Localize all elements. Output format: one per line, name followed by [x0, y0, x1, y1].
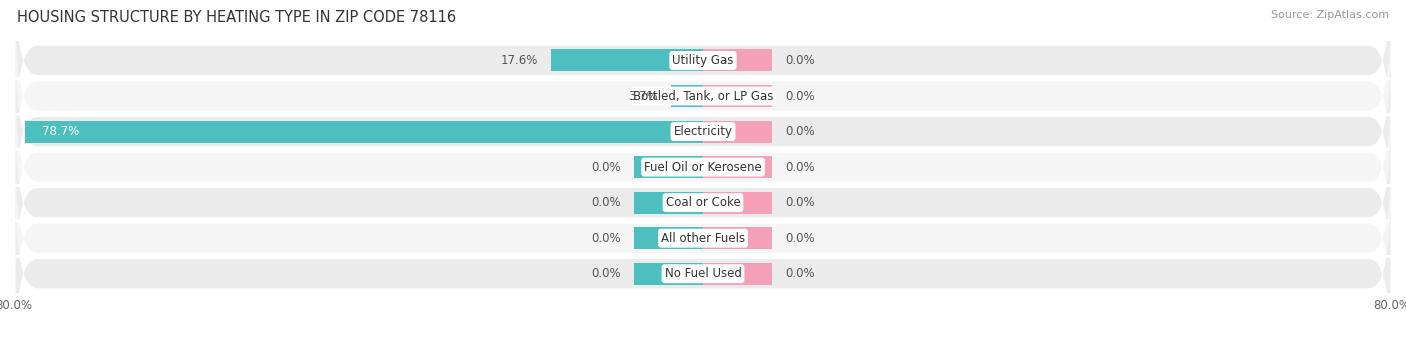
FancyBboxPatch shape [15, 164, 1391, 312]
Bar [703, 192, 772, 214]
Bar [634, 263, 703, 285]
Text: 0.0%: 0.0% [592, 196, 621, 209]
Text: 0.0%: 0.0% [785, 54, 814, 67]
Text: 78.7%: 78.7% [42, 125, 80, 138]
Text: Bottled, Tank, or LP Gas: Bottled, Tank, or LP Gas [633, 89, 773, 103]
FancyBboxPatch shape [15, 22, 1391, 170]
Text: All other Fuels: All other Fuels [661, 232, 745, 245]
Text: Fuel Oil or Kerosene: Fuel Oil or Kerosene [644, 161, 762, 174]
Bar [551, 49, 703, 72]
Text: 0.0%: 0.0% [785, 232, 814, 245]
Bar [634, 227, 703, 249]
Bar [25, 120, 703, 143]
Text: 0.0%: 0.0% [592, 232, 621, 245]
Bar [671, 85, 703, 107]
FancyBboxPatch shape [15, 199, 1391, 341]
Text: Electricity: Electricity [673, 125, 733, 138]
Text: 0.0%: 0.0% [785, 161, 814, 174]
Text: No Fuel Used: No Fuel Used [665, 267, 741, 280]
Bar [703, 120, 772, 143]
Bar [703, 156, 772, 178]
Text: 17.6%: 17.6% [501, 54, 538, 67]
Bar [634, 156, 703, 178]
FancyBboxPatch shape [15, 93, 1391, 241]
Text: 0.0%: 0.0% [785, 125, 814, 138]
Bar [703, 85, 772, 107]
Bar [703, 49, 772, 72]
Text: Source: ZipAtlas.com: Source: ZipAtlas.com [1271, 10, 1389, 20]
Bar [703, 227, 772, 249]
Text: Coal or Coke: Coal or Coke [665, 196, 741, 209]
Bar [634, 192, 703, 214]
FancyBboxPatch shape [15, 0, 1391, 135]
Text: 0.0%: 0.0% [785, 267, 814, 280]
FancyBboxPatch shape [15, 128, 1391, 277]
Text: 0.0%: 0.0% [592, 267, 621, 280]
Text: 0.0%: 0.0% [785, 89, 814, 103]
Text: 3.7%: 3.7% [628, 89, 658, 103]
Text: 0.0%: 0.0% [785, 196, 814, 209]
Text: 0.0%: 0.0% [592, 161, 621, 174]
Text: HOUSING STRUCTURE BY HEATING TYPE IN ZIP CODE 78116: HOUSING STRUCTURE BY HEATING TYPE IN ZIP… [17, 10, 456, 25]
FancyBboxPatch shape [15, 57, 1391, 206]
Bar [703, 263, 772, 285]
Text: Utility Gas: Utility Gas [672, 54, 734, 67]
